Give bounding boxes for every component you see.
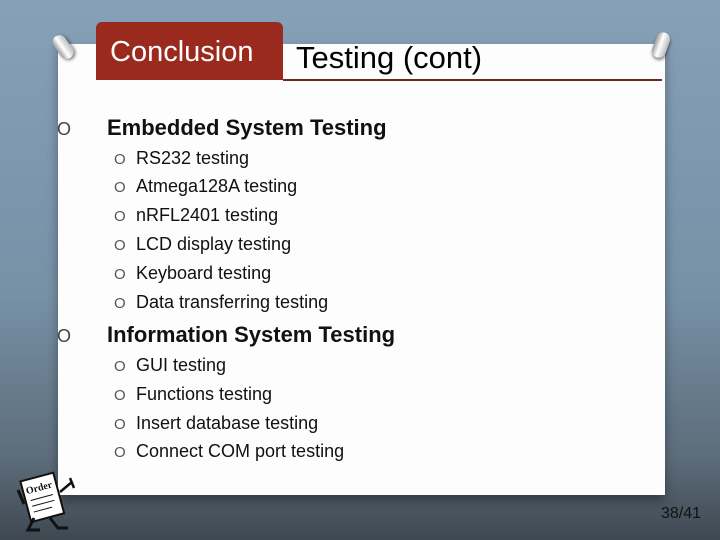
bullet-icon: O bbox=[114, 151, 126, 168]
list-item: O Atmega128A testing bbox=[114, 176, 298, 196]
list-item: O RS232 testing bbox=[114, 148, 250, 168]
title-rule bbox=[283, 79, 662, 81]
bullet-icon: O bbox=[57, 326, 72, 346]
list-item: O LCD display testing bbox=[114, 234, 292, 254]
bullet-icon: O bbox=[57, 119, 72, 139]
bullet-icon: O bbox=[114, 266, 126, 283]
section-tab: Conclusion bbox=[96, 22, 283, 80]
list-item: O GUI testing bbox=[114, 355, 227, 375]
section-heading: O Information System Testing bbox=[57, 322, 396, 347]
list-item: O Data transferring testing bbox=[114, 292, 329, 312]
bullet-icon: O bbox=[114, 237, 126, 254]
bullet-icon: O bbox=[114, 387, 126, 404]
list-item: O Connect COM port testing bbox=[114, 441, 345, 461]
slide-title: Testing (cont) bbox=[296, 40, 483, 75]
section-heading: O Embedded System Testing bbox=[57, 115, 387, 140]
bullet-icon: O bbox=[114, 295, 126, 312]
order-mascot-icon: Order bbox=[16, 471, 76, 532]
bullet-icon: O bbox=[114, 416, 126, 433]
list-item: O Insert database testing bbox=[114, 413, 319, 433]
bullet-icon: O bbox=[114, 208, 126, 225]
list-item: O Functions testing bbox=[114, 384, 273, 404]
slide-paper bbox=[58, 44, 665, 495]
bullet-icon: O bbox=[114, 358, 126, 375]
bullet-icon: O bbox=[114, 179, 126, 196]
list-item: O Keyboard testing bbox=[114, 263, 272, 283]
page-number: 38/41 bbox=[661, 505, 702, 522]
bullet-icon: O bbox=[114, 444, 126, 461]
